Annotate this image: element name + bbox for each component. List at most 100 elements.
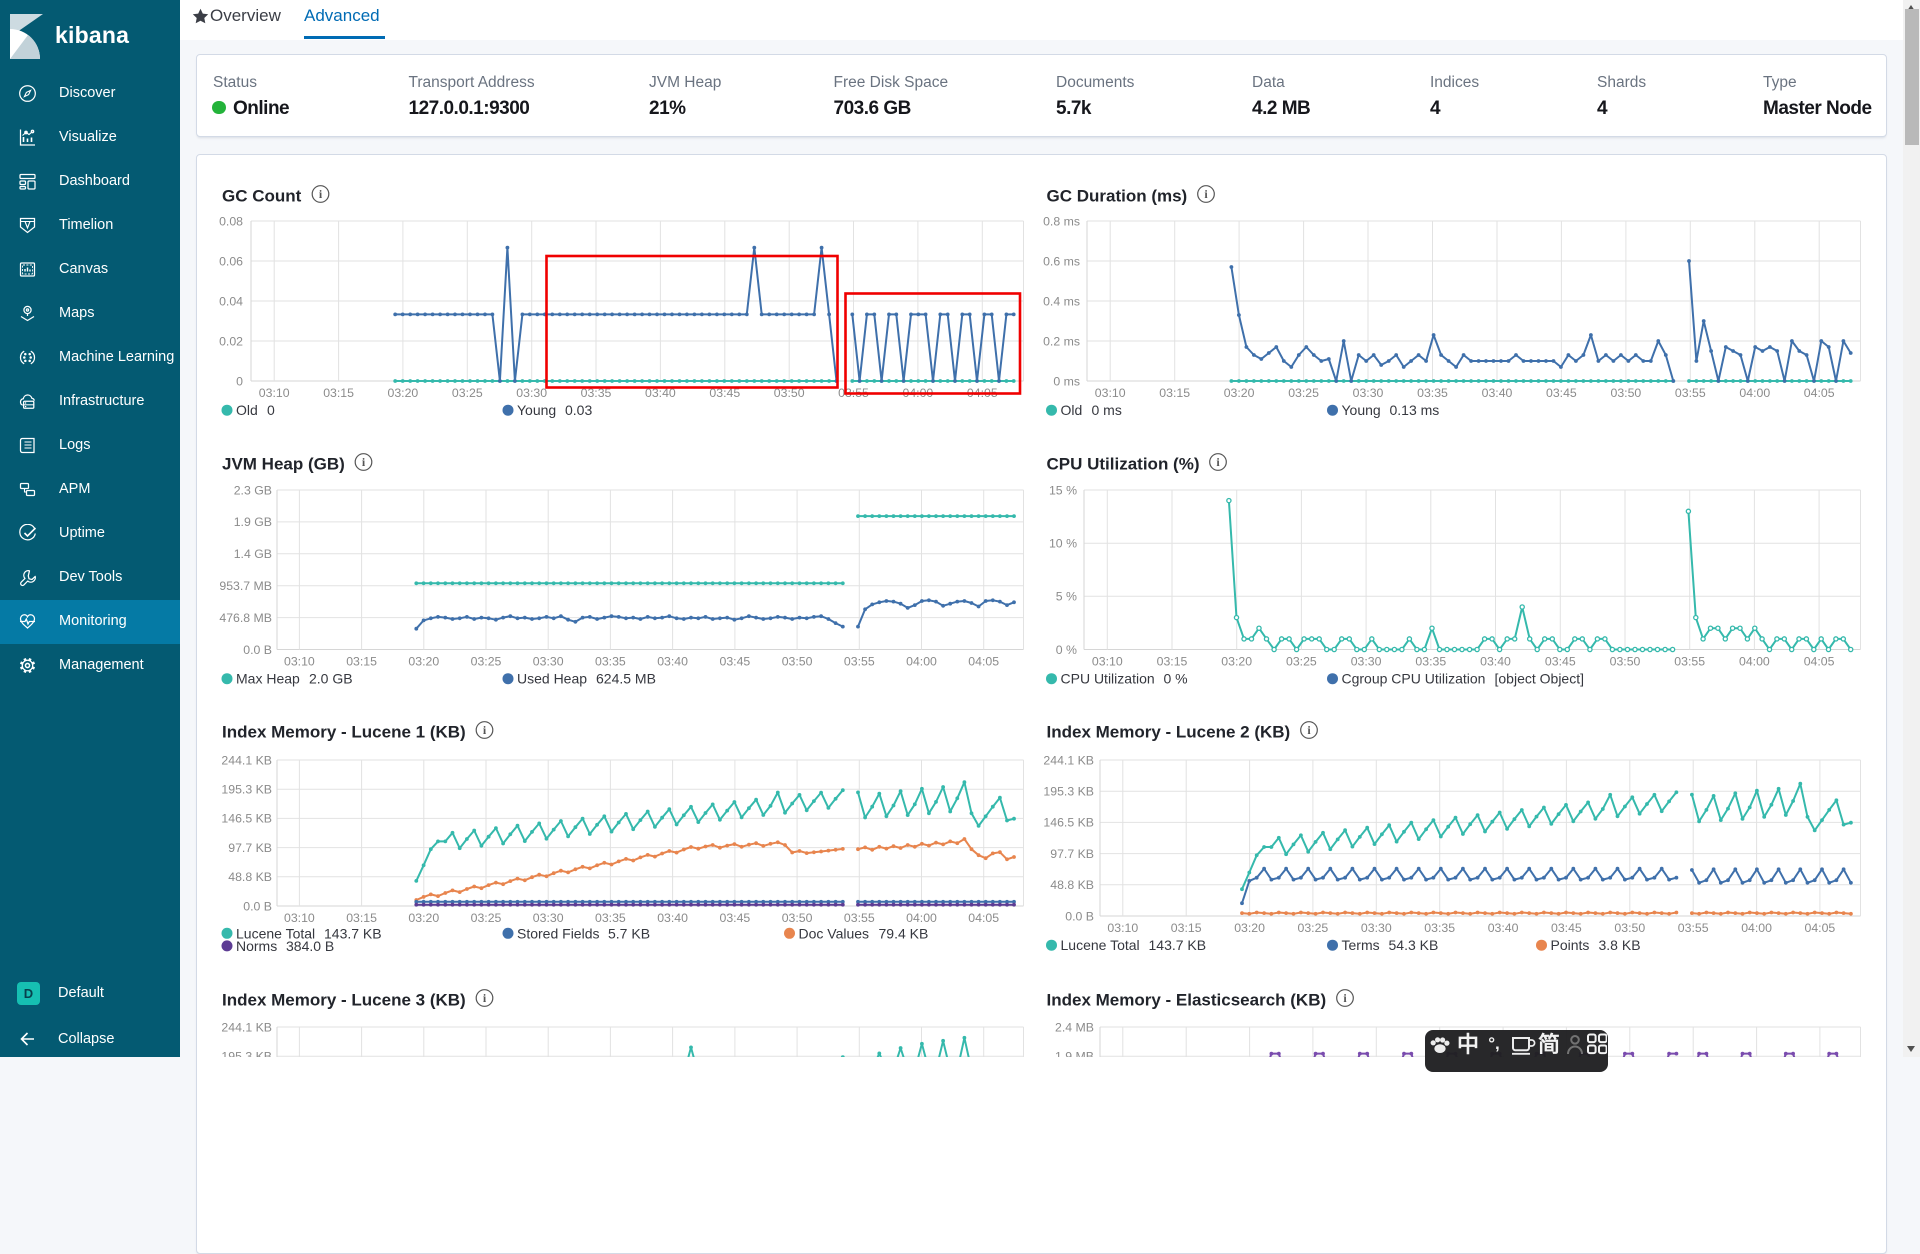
svg-text:03:55: 03:55 (844, 911, 875, 925)
svg-text:195.3 KB: 195.3 KB (221, 1050, 272, 1058)
svg-text:03:35: 03:35 (581, 386, 612, 400)
svg-text:03:15: 03:15 (1171, 921, 1202, 935)
svg-text:04:00: 04:00 (1739, 386, 1770, 400)
svg-text:04:00: 04:00 (1741, 921, 1772, 935)
svg-text:0 %: 0 % (1056, 643, 1077, 657)
svg-text:0.04: 0.04 (219, 294, 243, 308)
svg-text:Max Heap: Max Heap (236, 671, 300, 687)
svg-text:03:20: 03:20 (408, 655, 439, 669)
svg-text:624.5 MB: 624.5 MB (596, 671, 656, 687)
svg-text:03:45: 03:45 (720, 911, 751, 925)
svg-text:03:30: 03:30 (533, 655, 564, 669)
svg-text:Lucene Total: Lucene Total (1061, 937, 1140, 953)
svg-text:03:10: 03:10 (1092, 655, 1123, 669)
svg-text:03:30: 03:30 (1353, 386, 1384, 400)
svg-text:Doc Values: Doc Values (799, 925, 870, 941)
svg-text:10 %: 10 % (1049, 537, 1077, 551)
svg-text:03:40: 03:40 (657, 911, 688, 925)
svg-text:03:15: 03:15 (1157, 655, 1188, 669)
svg-text:03:10: 03:10 (1107, 921, 1138, 935)
svg-text:1.9 MB: 1.9 MB (1055, 1050, 1094, 1058)
svg-text:0.02: 0.02 (219, 334, 243, 348)
svg-text:CPU Utilization: CPU Utilization (1061, 671, 1155, 687)
svg-text:195.3 KB: 195.3 KB (1043, 785, 1094, 799)
svg-text:03:40: 03:40 (1482, 386, 1513, 400)
svg-text:i: i (483, 991, 487, 1005)
svg-text:143.7 KB: 143.7 KB (1149, 937, 1207, 953)
svg-text:GC Count: GC Count (222, 186, 302, 205)
svg-text:0.6 ms: 0.6 ms (1043, 254, 1080, 268)
svg-text:i: i (483, 723, 487, 737)
svg-text:0.8 ms: 0.8 ms (1043, 214, 1080, 228)
svg-text:03:40: 03:40 (657, 655, 688, 669)
svg-text:03:20: 03:20 (1224, 386, 1255, 400)
svg-text:03:10: 03:10 (284, 655, 315, 669)
svg-text:2.4 MB: 2.4 MB (1055, 1020, 1094, 1034)
svg-text:0.13 ms: 0.13 ms (1390, 402, 1440, 418)
svg-text:03:35: 03:35 (595, 911, 626, 925)
svg-text:04:05: 04:05 (1804, 386, 1835, 400)
svg-text:03:35: 03:35 (595, 655, 626, 669)
svg-text:03:15: 03:15 (323, 386, 354, 400)
svg-text:Points: Points (1551, 937, 1590, 953)
svg-text:5.7 KB: 5.7 KB (608, 925, 650, 941)
svg-text:0.03: 0.03 (565, 402, 592, 418)
svg-text:04:00: 04:00 (1739, 655, 1770, 669)
svg-text:97.7 KB: 97.7 KB (1050, 847, 1094, 861)
svg-text:0 ms: 0 ms (1092, 402, 1122, 418)
svg-text:1.4 GB: 1.4 GB (234, 547, 272, 561)
svg-text:3.8 KB: 3.8 KB (1599, 937, 1641, 953)
svg-text:03:10: 03:10 (1095, 386, 1126, 400)
svg-text:03:45: 03:45 (1551, 921, 1582, 935)
svg-text:03:25: 03:25 (1288, 386, 1319, 400)
svg-text:CPU Utilization (%): CPU Utilization (%) (1047, 454, 1200, 473)
svg-text:0.4 ms: 0.4 ms (1043, 294, 1080, 308)
svg-text:03:20: 03:20 (408, 911, 439, 925)
svg-text:i: i (1216, 455, 1220, 469)
svg-text:97.7 KB: 97.7 KB (228, 841, 272, 855)
svg-text:Old: Old (236, 402, 258, 418)
svg-text:03:45: 03:45 (1545, 655, 1576, 669)
svg-text:146.5 KB: 146.5 KB (1043, 816, 1094, 830)
svg-text:0.0 B: 0.0 B (243, 899, 272, 913)
svg-text:Cgroup CPU Utilization: Cgroup CPU Utilization (1342, 671, 1486, 687)
svg-text:1.9 GB: 1.9 GB (234, 515, 272, 529)
svg-text:476.8 MB: 476.8 MB (219, 611, 272, 625)
svg-text:03:40: 03:40 (1480, 655, 1511, 669)
svg-text:03:20: 03:20 (1234, 921, 1265, 935)
svg-text:Young: Young (1342, 402, 1381, 418)
svg-text:953.7 MB: 953.7 MB (219, 579, 272, 593)
svg-text:03:25: 03:25 (1298, 921, 1329, 935)
svg-text:0.08: 0.08 (219, 214, 243, 228)
svg-text:0: 0 (236, 374, 243, 388)
svg-text:244.1 KB: 244.1 KB (221, 753, 272, 767)
svg-text:Lucene Total: Lucene Total (236, 925, 315, 941)
svg-text:0.0 B: 0.0 B (243, 643, 272, 657)
svg-text:03:10: 03:10 (259, 386, 290, 400)
svg-text:03:55: 03:55 (1674, 655, 1705, 669)
svg-text:简: 简 (1538, 1032, 1560, 1057)
svg-text:i: i (1343, 991, 1347, 1005)
svg-text:03:25: 03:25 (452, 386, 483, 400)
svg-text:03:30: 03:30 (516, 386, 547, 400)
svg-text:04:05: 04:05 (968, 911, 999, 925)
svg-text:03:20: 03:20 (1221, 655, 1252, 669)
svg-text:04:05: 04:05 (1804, 655, 1835, 669)
svg-text:Index Memory - Lucene 3 (KB): Index Memory - Lucene 3 (KB) (222, 990, 466, 1009)
svg-text:244.1 KB: 244.1 KB (1043, 753, 1094, 767)
svg-text:384.0 B: 384.0 B (286, 938, 334, 954)
svg-text:04:05: 04:05 (1805, 921, 1836, 935)
svg-text:03:50: 03:50 (1614, 921, 1645, 935)
svg-text:°,: °, (1488, 1034, 1500, 1053)
svg-text:03:45: 03:45 (709, 386, 740, 400)
svg-text:Old: Old (1061, 402, 1083, 418)
svg-text:Index Memory - Lucene 1 (KB): Index Memory - Lucene 1 (KB) (222, 722, 466, 741)
svg-text:i: i (319, 187, 323, 201)
svg-text:2.0 GB: 2.0 GB (309, 671, 353, 687)
svg-text:03:50: 03:50 (774, 386, 805, 400)
svg-text:2.3 GB: 2.3 GB (234, 483, 272, 497)
svg-text:03:50: 03:50 (1610, 655, 1641, 669)
svg-text:04:05: 04:05 (968, 655, 999, 669)
svg-text:JVM Heap (GB): JVM Heap (GB) (222, 454, 345, 473)
svg-text:03:30: 03:30 (1351, 655, 1382, 669)
